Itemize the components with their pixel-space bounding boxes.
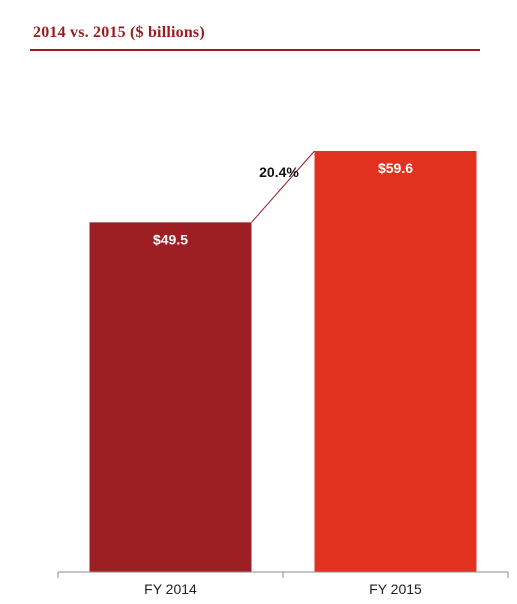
data-label: $49.5 bbox=[153, 231, 188, 247]
growth-annotation: 20.4% bbox=[259, 164, 299, 180]
chart-title: 2014 vs. 2015 ($ billions) bbox=[33, 24, 205, 41]
x-tick-label: FY 2014 bbox=[144, 581, 197, 597]
bar-fy-2015 bbox=[314, 151, 477, 572]
title-divider bbox=[30, 49, 480, 51]
growth-connector-line bbox=[251, 150, 315, 223]
bar-fy-2014 bbox=[89, 222, 252, 572]
data-label: $59.6 bbox=[378, 160, 413, 176]
x-tick-label: FY 2015 bbox=[369, 581, 422, 597]
